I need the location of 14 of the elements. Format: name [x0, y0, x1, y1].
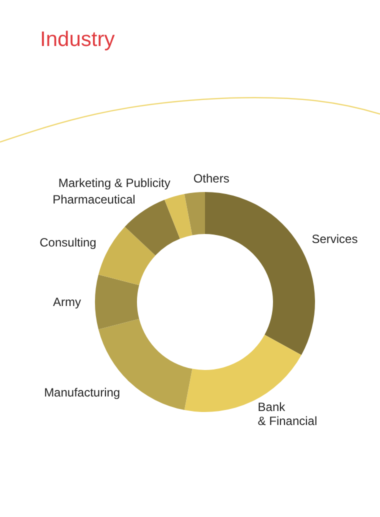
slice-label: Services — [312, 232, 358, 246]
donut-slice — [95, 274, 140, 330]
slice-label: Bank & Financial — [258, 400, 318, 428]
slice-label: Pharmaceutical — [52, 192, 136, 206]
donut-slice — [184, 334, 302, 412]
chart-title: Industry — [40, 28, 115, 52]
slice-label: Manufacturing — [44, 385, 120, 400]
slice-label: Army — [53, 295, 81, 309]
slice-label: Others — [193, 172, 230, 186]
slice-label: Consulting — [40, 235, 96, 250]
donut-slice — [184, 192, 205, 236]
slice-label: Marketing & Publicity — [58, 176, 170, 190]
donut-slice — [98, 226, 156, 286]
donut-slice — [164, 194, 192, 239]
